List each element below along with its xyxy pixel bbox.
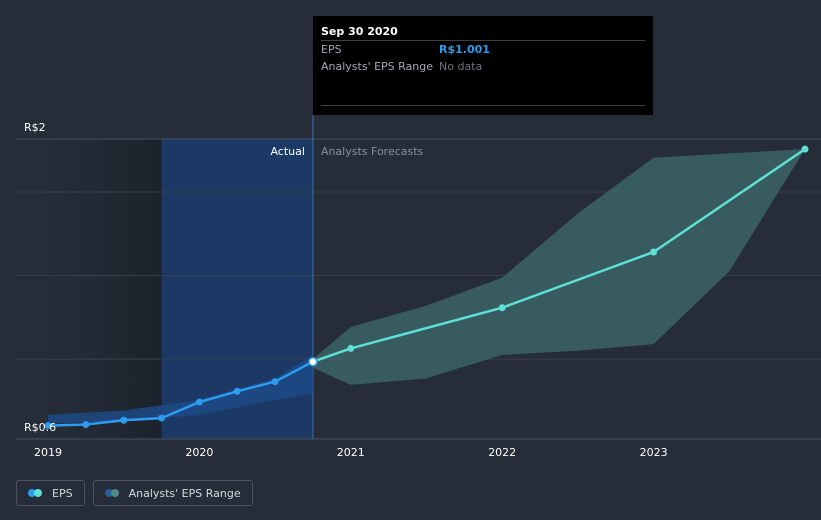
data-point — [498, 304, 506, 312]
data-point — [650, 248, 658, 256]
tooltip-date: Sep 30 2020 — [321, 25, 398, 38]
data-point — [195, 398, 203, 406]
tooltip-eps-label: EPS — [321, 43, 342, 56]
legend-range-icon — [104, 489, 121, 497]
legend-range-button[interactable]: Analysts' EPS Range — [92, 480, 253, 506]
current-point — [308, 356, 318, 367]
x-tick-label: 2019 — [34, 446, 62, 459]
tooltip-range-row: Analysts' EPS Range No data — [321, 58, 645, 75]
data-point — [801, 145, 809, 153]
forecast-range-band — [312, 149, 805, 385]
data-point — [233, 387, 241, 395]
y-tick-label: R$2 — [24, 121, 46, 134]
tooltip-divider — [321, 105, 645, 106]
data-point — [271, 378, 279, 386]
legend-eps-button[interactable]: EPS — [16, 480, 85, 506]
data-point — [82, 421, 90, 428]
actual-label: Actual — [270, 145, 304, 158]
legend: EPS Analysts' EPS Range — [16, 480, 253, 506]
x-tick-label: 2021 — [337, 446, 365, 459]
legend-range-label: Analysts' EPS Range — [128, 486, 241, 500]
legend-eps-icon — [28, 489, 44, 497]
legend-eps-label: EPS — [52, 486, 73, 500]
series-line-0 — [47, 360, 314, 427]
tooltip: Sep 30 2020 EPS R$1.001 Analysts' EPS Ra… — [313, 16, 653, 115]
x-tick-label: 2023 — [640, 446, 668, 459]
data-point — [347, 344, 355, 352]
data-point — [158, 414, 166, 422]
x-tick-label: 2022 — [488, 446, 516, 459]
data-point — [44, 422, 52, 430]
y-tick-label: R$0.6 — [24, 421, 56, 434]
tooltip-eps-value: R$1.001 — [439, 43, 490, 56]
forecast-label: Analysts Forecasts — [321, 145, 424, 158]
x-tick-label: 2020 — [185, 446, 213, 459]
past-region-shade — [16, 139, 162, 439]
tooltip-range-value: No data — [439, 60, 483, 73]
tooltip-eps-row: EPS R$1.001 — [321, 40, 645, 58]
data-point — [120, 416, 128, 424]
tooltip-range-label: Analysts' EPS Range — [321, 60, 434, 73]
